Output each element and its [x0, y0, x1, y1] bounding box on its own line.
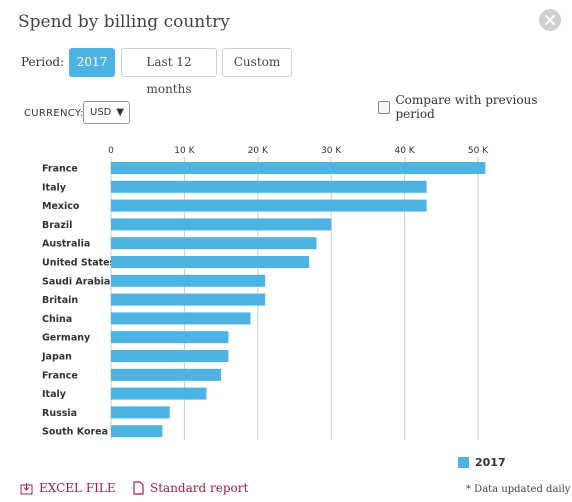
category-label: Australia: [42, 239, 90, 250]
dialog-title: Spend by billing country: [18, 12, 230, 32]
category-label: South Korea: [42, 427, 108, 438]
data-updated-note: * Data updated daily: [466, 484, 571, 495]
chart-legend: 2017: [458, 456, 506, 469]
period-option-2017[interactable]: 2017: [69, 48, 115, 77]
bar: [111, 331, 229, 344]
currency-value: USD: [90, 107, 112, 118]
bar: [111, 180, 427, 193]
x-tick-label: 0: [108, 146, 114, 156]
category-label: Japan: [41, 352, 72, 363]
category-label: Mexico: [42, 201, 80, 212]
download-icon: [20, 482, 33, 494]
excel-file-label: EXCEL FILE: [39, 481, 116, 495]
category-label: Saudi Arabia: [42, 276, 110, 287]
x-tick-label: 30 K: [321, 146, 342, 156]
legend-label: 2017: [475, 456, 506, 469]
bar: [111, 350, 229, 362]
close-button[interactable]: [539, 9, 561, 31]
x-tick-label: 10 K: [174, 146, 195, 156]
standard-report-link[interactable]: Standard report: [133, 481, 248, 495]
category-label: United States: [42, 258, 116, 269]
period-label: Period:: [21, 55, 65, 69]
bar: [111, 199, 427, 212]
bar: [111, 237, 317, 250]
period-option-custom[interactable]: Custom: [222, 48, 292, 77]
bar: [111, 406, 170, 419]
category-label: China: [42, 314, 72, 325]
currency-label: CURRENCY:: [24, 108, 84, 119]
category-label: Germany: [42, 333, 91, 344]
excel-file-link[interactable]: EXCEL FILE: [20, 481, 116, 495]
bar: [111, 218, 332, 231]
compare-checkbox[interactable]: [378, 100, 391, 114]
x-tick-label: 20 K: [248, 146, 269, 156]
bar: [111, 425, 163, 438]
bar: [111, 162, 486, 174]
x-tick-label: 40 K: [394, 146, 415, 156]
category-label: Italy: [42, 182, 67, 193]
document-icon: [133, 481, 144, 495]
bar: [111, 256, 310, 268]
standard-report-label: Standard report: [150, 481, 249, 495]
bar: [111, 312, 251, 325]
category-label: Russia: [42, 408, 77, 419]
category-label: Italy: [42, 389, 67, 400]
compare-label: Compare with previous period: [395, 93, 538, 121]
category-label: Brazil: [42, 220, 72, 231]
bar: [111, 387, 207, 400]
bar: [111, 274, 266, 287]
close-icon: [544, 14, 556, 26]
x-tick-label: 50 K: [468, 146, 489, 156]
legend-swatch: [458, 457, 469, 468]
bar: [111, 293, 266, 306]
chevron-down-icon: ▼: [116, 107, 124, 118]
category-label: Britain: [42, 295, 78, 306]
currency-select[interactable]: USD ▼: [83, 101, 130, 124]
compare-toggle[interactable]: Compare with previous period: [378, 93, 572, 121]
period-option-last-12-months[interactable]: Last 12 months: [121, 48, 217, 96]
category-label: France: [42, 370, 78, 381]
category-label: France: [42, 164, 78, 175]
bar: [111, 368, 222, 381]
